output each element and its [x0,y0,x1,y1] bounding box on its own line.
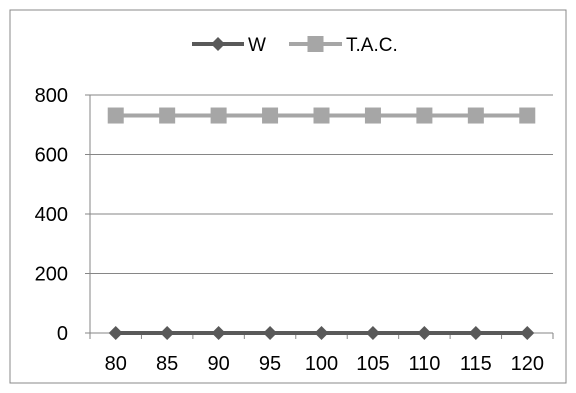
data-point-T.A.C.-115 [467,107,484,124]
data-point-W-80 [108,326,123,340]
series-W [108,326,535,340]
data-point-W-115 [468,326,483,340]
data-point-W-105 [365,326,380,340]
x-tick-label-90: 90 [207,353,229,375]
legend-marker-T.A.C. [307,36,324,52]
y-tick-labels: 0 200 400 600 800 [35,85,68,345]
y-tick-label-400: 400 [35,204,68,226]
data-point-W-85 [160,326,175,340]
data-point-T.A.C.-90 [210,107,227,124]
data-point-W-110 [417,326,432,340]
x-tick-label-110: 110 [408,353,440,375]
x-tick-label-120: 120 [511,353,544,375]
x-tick-label-95: 95 [259,353,281,375]
x-tick-label-105: 105 [356,353,389,375]
data-point-T.A.C.-110 [416,107,433,124]
series-T.A.C. [107,107,536,124]
x-tick-label-115: 115 [460,353,492,375]
series [107,107,536,340]
data-point-W-95 [263,326,278,340]
legend-marker-W [211,37,225,51]
legend-item-T.A.C.: T.A.C. [289,35,398,56]
legend-label-W: W [248,35,266,56]
gridlines [90,94,553,274]
data-point-W-90 [211,326,226,340]
legend: W T.A.C. [192,35,398,56]
data-point-T.A.C.-85 [159,107,176,124]
x-tick-labels: 80 85 90 95 100 105 110 115 120 [105,353,544,375]
x-tick-label-100: 100 [305,353,338,375]
legend-item-W: W [192,35,266,56]
x-tick-label-85: 85 [156,353,178,375]
data-point-W-120 [520,326,535,340]
data-point-T.A.C.-95 [262,107,279,124]
chart-frame [9,9,567,384]
data-point-T.A.C.-120 [519,107,536,124]
y-tick-label-800: 800 [35,85,68,107]
data-point-T.A.C.-105 [364,107,381,124]
x-tick-label-80: 80 [105,353,127,375]
data-point-T.A.C.-100 [313,107,330,124]
legend-label-T.A.C.: T.A.C. [346,35,398,56]
y-tick-label-0: 0 [57,323,68,345]
y-tick-label-200: 200 [35,264,68,286]
data-point-W-100 [314,326,329,340]
y-tick-label-600: 600 [35,145,68,167]
data-point-T.A.C.-80 [107,107,124,124]
